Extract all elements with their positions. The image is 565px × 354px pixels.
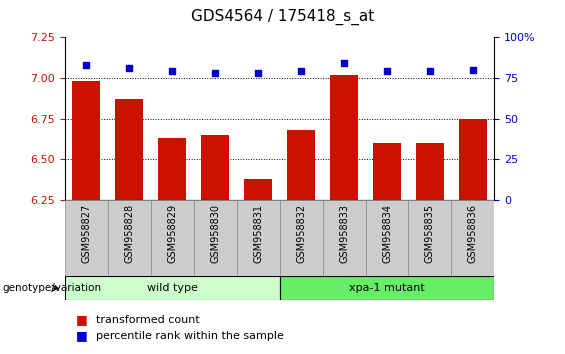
Bar (373, 143, 401, 200)
Bar (451, 200, 494, 276)
Bar (416, 143, 444, 200)
Bar (287, 130, 315, 200)
Point (211, 70, 220, 76)
Bar (323, 200, 366, 276)
Text: GSM958835: GSM958835 (425, 204, 435, 263)
Bar (65, 200, 108, 276)
Bar (408, 200, 451, 276)
Point (297, 69, 306, 74)
Point (125, 65, 134, 71)
Point (383, 69, 392, 74)
Text: GSM958830: GSM958830 (210, 204, 220, 263)
Text: GSM958827: GSM958827 (81, 204, 92, 263)
Bar (459, 119, 487, 200)
Point (425, 69, 434, 74)
Text: GSM958836: GSM958836 (468, 204, 478, 263)
Bar (280, 276, 494, 300)
Text: percentile rank within the sample: percentile rank within the sample (96, 331, 284, 341)
Text: wild type: wild type (147, 283, 198, 293)
Point (82, 62, 91, 68)
Bar (158, 138, 186, 200)
Bar (115, 99, 144, 200)
Bar (330, 75, 358, 200)
Text: transformed count: transformed count (96, 315, 200, 325)
Text: GDS4564 / 175418_s_at: GDS4564 / 175418_s_at (191, 9, 374, 25)
Text: GSM958828: GSM958828 (124, 204, 134, 263)
Text: GSM958833: GSM958833 (339, 204, 349, 263)
Text: ■: ■ (76, 313, 88, 326)
Point (468, 67, 477, 73)
Bar (72, 81, 101, 200)
Text: ■: ■ (76, 329, 88, 342)
Point (168, 69, 177, 74)
Text: xpa-1 mutant: xpa-1 mutant (349, 283, 425, 293)
Text: GSM958831: GSM958831 (253, 204, 263, 263)
Point (254, 70, 263, 76)
Bar (194, 200, 237, 276)
Point (340, 61, 349, 66)
Bar (244, 179, 272, 200)
Bar (366, 200, 408, 276)
Bar (108, 200, 151, 276)
Text: GSM958834: GSM958834 (382, 204, 392, 263)
Text: GSM958829: GSM958829 (167, 204, 177, 263)
Bar (151, 200, 194, 276)
Text: genotype/variation: genotype/variation (3, 283, 102, 293)
Bar (237, 200, 280, 276)
Text: GSM958832: GSM958832 (296, 204, 306, 263)
Bar (65, 276, 280, 300)
Bar (201, 135, 229, 200)
Bar (280, 200, 323, 276)
